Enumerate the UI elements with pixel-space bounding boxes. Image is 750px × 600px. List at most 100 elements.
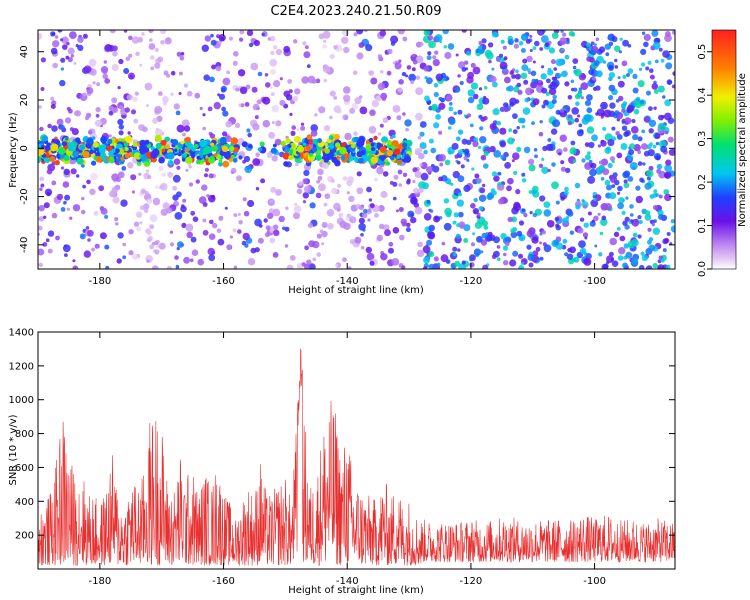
heatmap-cell <box>221 106 226 112</box>
heatmap-signal-cell <box>168 160 174 166</box>
heatmap-cell <box>600 177 605 181</box>
heatmap-cell <box>567 121 572 126</box>
heatmap-cell <box>443 222 452 231</box>
heatmap-cell <box>159 183 168 191</box>
heatmap-cell <box>233 213 238 218</box>
heatmap-cell <box>314 113 318 117</box>
heatmap-cell <box>388 241 394 247</box>
heatmap-cell <box>653 89 659 94</box>
heatmap-cell <box>398 207 404 212</box>
colorbar-ticks: 0.0 0.1 0.2 0.3 0.4 0.5 <box>697 44 712 277</box>
heatmap-cell <box>378 205 385 212</box>
heatmap-cell <box>105 265 110 269</box>
heatmap-cell <box>149 244 155 250</box>
heatmap-cell <box>295 162 299 167</box>
heatmap-cell <box>414 206 423 215</box>
heatmap-cell <box>202 113 206 117</box>
heatmap-cell <box>547 69 554 76</box>
heatmap-cell <box>549 81 558 90</box>
heatmap-cell <box>83 250 92 258</box>
heatmap-cell <box>587 211 592 216</box>
heatmap-cell <box>360 245 365 250</box>
heatmap-cell <box>564 81 570 87</box>
heatmap-cell <box>448 106 454 112</box>
heatmap-cell <box>641 254 649 262</box>
heatmap-cell <box>541 104 546 109</box>
heatmap-cell <box>405 127 409 132</box>
heatmap-cell <box>416 56 422 62</box>
heatmap-cell <box>426 55 432 61</box>
heatmap-cell <box>154 62 161 69</box>
heatmap-cell <box>259 224 263 228</box>
heatmap-cell <box>349 216 357 224</box>
heatmap-cell <box>139 63 143 67</box>
heatmap-cell <box>88 58 97 67</box>
heatmap-cell <box>233 265 238 269</box>
snr-y-tick-label: 600 <box>15 463 34 474</box>
heatmap-signal-cell <box>312 138 319 145</box>
heatmap-cell <box>580 96 585 100</box>
heatmap-cell <box>426 101 431 105</box>
heatmap-cell <box>528 158 535 165</box>
heatmap-cell <box>504 241 510 247</box>
heatmap-cell <box>434 50 439 55</box>
heatmap-cell <box>178 92 182 95</box>
heatmap-cell <box>601 263 609 269</box>
heatmap-cell <box>216 228 222 234</box>
snr-series-line <box>38 348 675 567</box>
heatmap-cell <box>122 255 127 260</box>
heatmap-cell <box>470 62 476 68</box>
heatmap-cell <box>547 168 551 173</box>
colorbar-label: Normalized spectral amplitude <box>737 73 748 227</box>
heatmap-cell <box>438 154 446 162</box>
heatmap-cell <box>590 162 597 169</box>
heatmap-cell <box>493 250 500 258</box>
heatmap-cell <box>456 136 461 142</box>
heatmap-cell <box>572 159 577 163</box>
heatmap-cell <box>293 39 298 44</box>
heatmap-cell <box>204 35 211 42</box>
heatmap-cell <box>562 217 569 224</box>
heatmap-cell <box>88 130 93 135</box>
heatmap-cell <box>570 140 576 146</box>
heatmap-cell <box>356 52 364 60</box>
heatmap-signal-cell <box>171 139 179 146</box>
heatmap-cell <box>261 32 265 37</box>
colorbar-tick-label: 0.4 <box>697 87 708 103</box>
heatmap-cell <box>75 44 79 48</box>
heatmap-cell <box>197 258 204 266</box>
heatmap-cell <box>520 48 526 53</box>
heatmap-cell <box>518 265 525 269</box>
heatmap-cell <box>629 204 634 209</box>
heatmap-signal-cell <box>100 135 108 144</box>
heatmap-cell <box>47 230 55 237</box>
heatmap-cell <box>218 215 224 221</box>
heatmap-cell <box>617 191 621 195</box>
heatmap-cell <box>586 94 593 101</box>
heatmap-cell <box>588 141 595 149</box>
heatmap-cell <box>608 95 614 101</box>
heatmap-cell <box>529 211 533 215</box>
heatmap-cell <box>530 70 537 77</box>
heatmap-cell <box>513 170 518 175</box>
heatmap-cell <box>621 60 628 67</box>
heatmap-cell <box>621 108 626 113</box>
heatmap-cell <box>538 131 544 137</box>
heatmap-cell <box>645 265 653 269</box>
heatmap-cell <box>66 42 70 46</box>
heatmap-cell <box>480 250 484 254</box>
heatmap-signal-cell <box>54 160 60 166</box>
heatmap-cell <box>655 141 660 146</box>
heatmap-cell <box>617 202 624 210</box>
heatmap-cell <box>306 64 311 68</box>
heatmap-signal-cell <box>222 160 230 168</box>
heatmap-cell <box>40 57 47 63</box>
heatmap-cell <box>539 241 542 245</box>
heatmap-cell <box>643 33 651 42</box>
heatmap-cell <box>476 235 483 243</box>
heatmap-cell <box>627 104 635 113</box>
heatmap-cell <box>476 103 484 111</box>
heatmap-cell <box>463 184 471 193</box>
heatmap-signal-cell <box>200 159 205 164</box>
heatmap-cell <box>632 232 638 238</box>
